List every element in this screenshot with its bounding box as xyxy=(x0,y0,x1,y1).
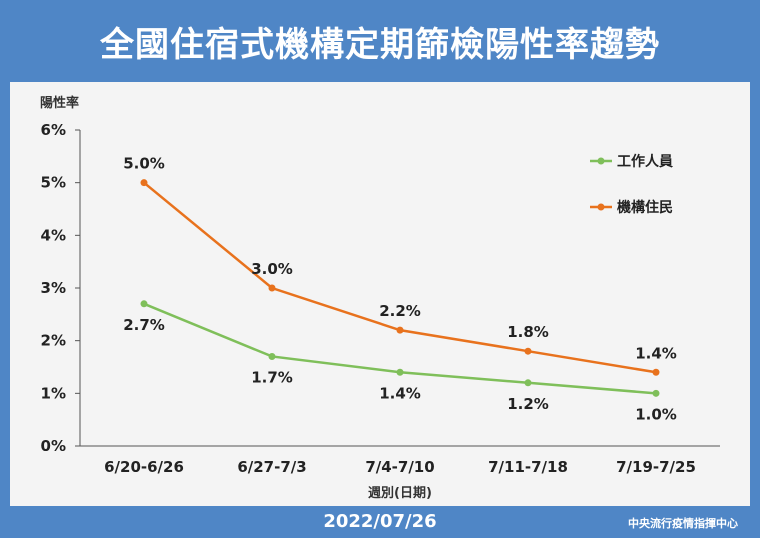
data-point xyxy=(652,368,660,376)
data-label: 5.0% xyxy=(123,155,165,173)
data-label: 1.0% xyxy=(635,405,677,423)
x-axis-title: 週別(日期) xyxy=(368,486,432,501)
data-label: 1.2% xyxy=(507,395,549,413)
data-point xyxy=(652,389,660,397)
legend-label: 工作人員 xyxy=(617,153,673,170)
y-axis-title: 陽性率 xyxy=(40,95,79,111)
y-tick-label: 5% xyxy=(41,174,66,192)
series-line xyxy=(143,181,657,374)
y-tick-label: 2% xyxy=(41,332,66,350)
data-point xyxy=(140,179,148,187)
legend-marker xyxy=(597,157,605,165)
y-tick-label: 4% xyxy=(41,226,66,244)
footer-date: 2022/07/26 xyxy=(323,511,437,532)
x-tick-label: 6/27-7/3 xyxy=(237,458,306,476)
x-tick-label: 7/4-7/10 xyxy=(365,458,434,476)
data-label: 1.4% xyxy=(635,344,677,362)
data-point xyxy=(524,379,532,387)
y-tick-label: 0% xyxy=(41,437,66,455)
legend-marker xyxy=(597,203,605,211)
data-point xyxy=(268,284,276,292)
data-point xyxy=(396,368,404,376)
y-tick-label: 6% xyxy=(41,121,66,139)
data-label: 1.7% xyxy=(251,368,293,386)
x-tick-label: 6/20-6/26 xyxy=(104,458,184,476)
footer-source: 中央流行疫情指揮中心 xyxy=(628,517,738,530)
x-tick-label: 7/11-7/18 xyxy=(488,458,568,476)
legend-label: 機構住民 xyxy=(617,199,673,216)
data-point xyxy=(524,347,532,355)
x-tick-label: 7/19-7/25 xyxy=(616,458,696,476)
data-label: 3.0% xyxy=(251,260,293,278)
footer-banner: 2022/07/26 中央流行疫情指揮中心 xyxy=(0,506,760,538)
chart-title: 全國住宿式機構定期篩檢陽性率趨勢 xyxy=(100,24,660,65)
data-point xyxy=(268,352,276,360)
y-tick-label: 1% xyxy=(41,384,66,402)
chart-panel xyxy=(10,82,750,506)
data-point xyxy=(140,300,148,308)
y-tick-label: 3% xyxy=(41,279,66,297)
data-point xyxy=(396,326,404,334)
data-label: 2.2% xyxy=(379,302,421,320)
data-label: 1.4% xyxy=(379,384,421,402)
header-banner: 全國住宿式機構定期篩檢陽性率趨勢 xyxy=(0,0,760,82)
data-label: 2.7% xyxy=(123,316,165,334)
data-label: 1.8% xyxy=(507,323,549,341)
